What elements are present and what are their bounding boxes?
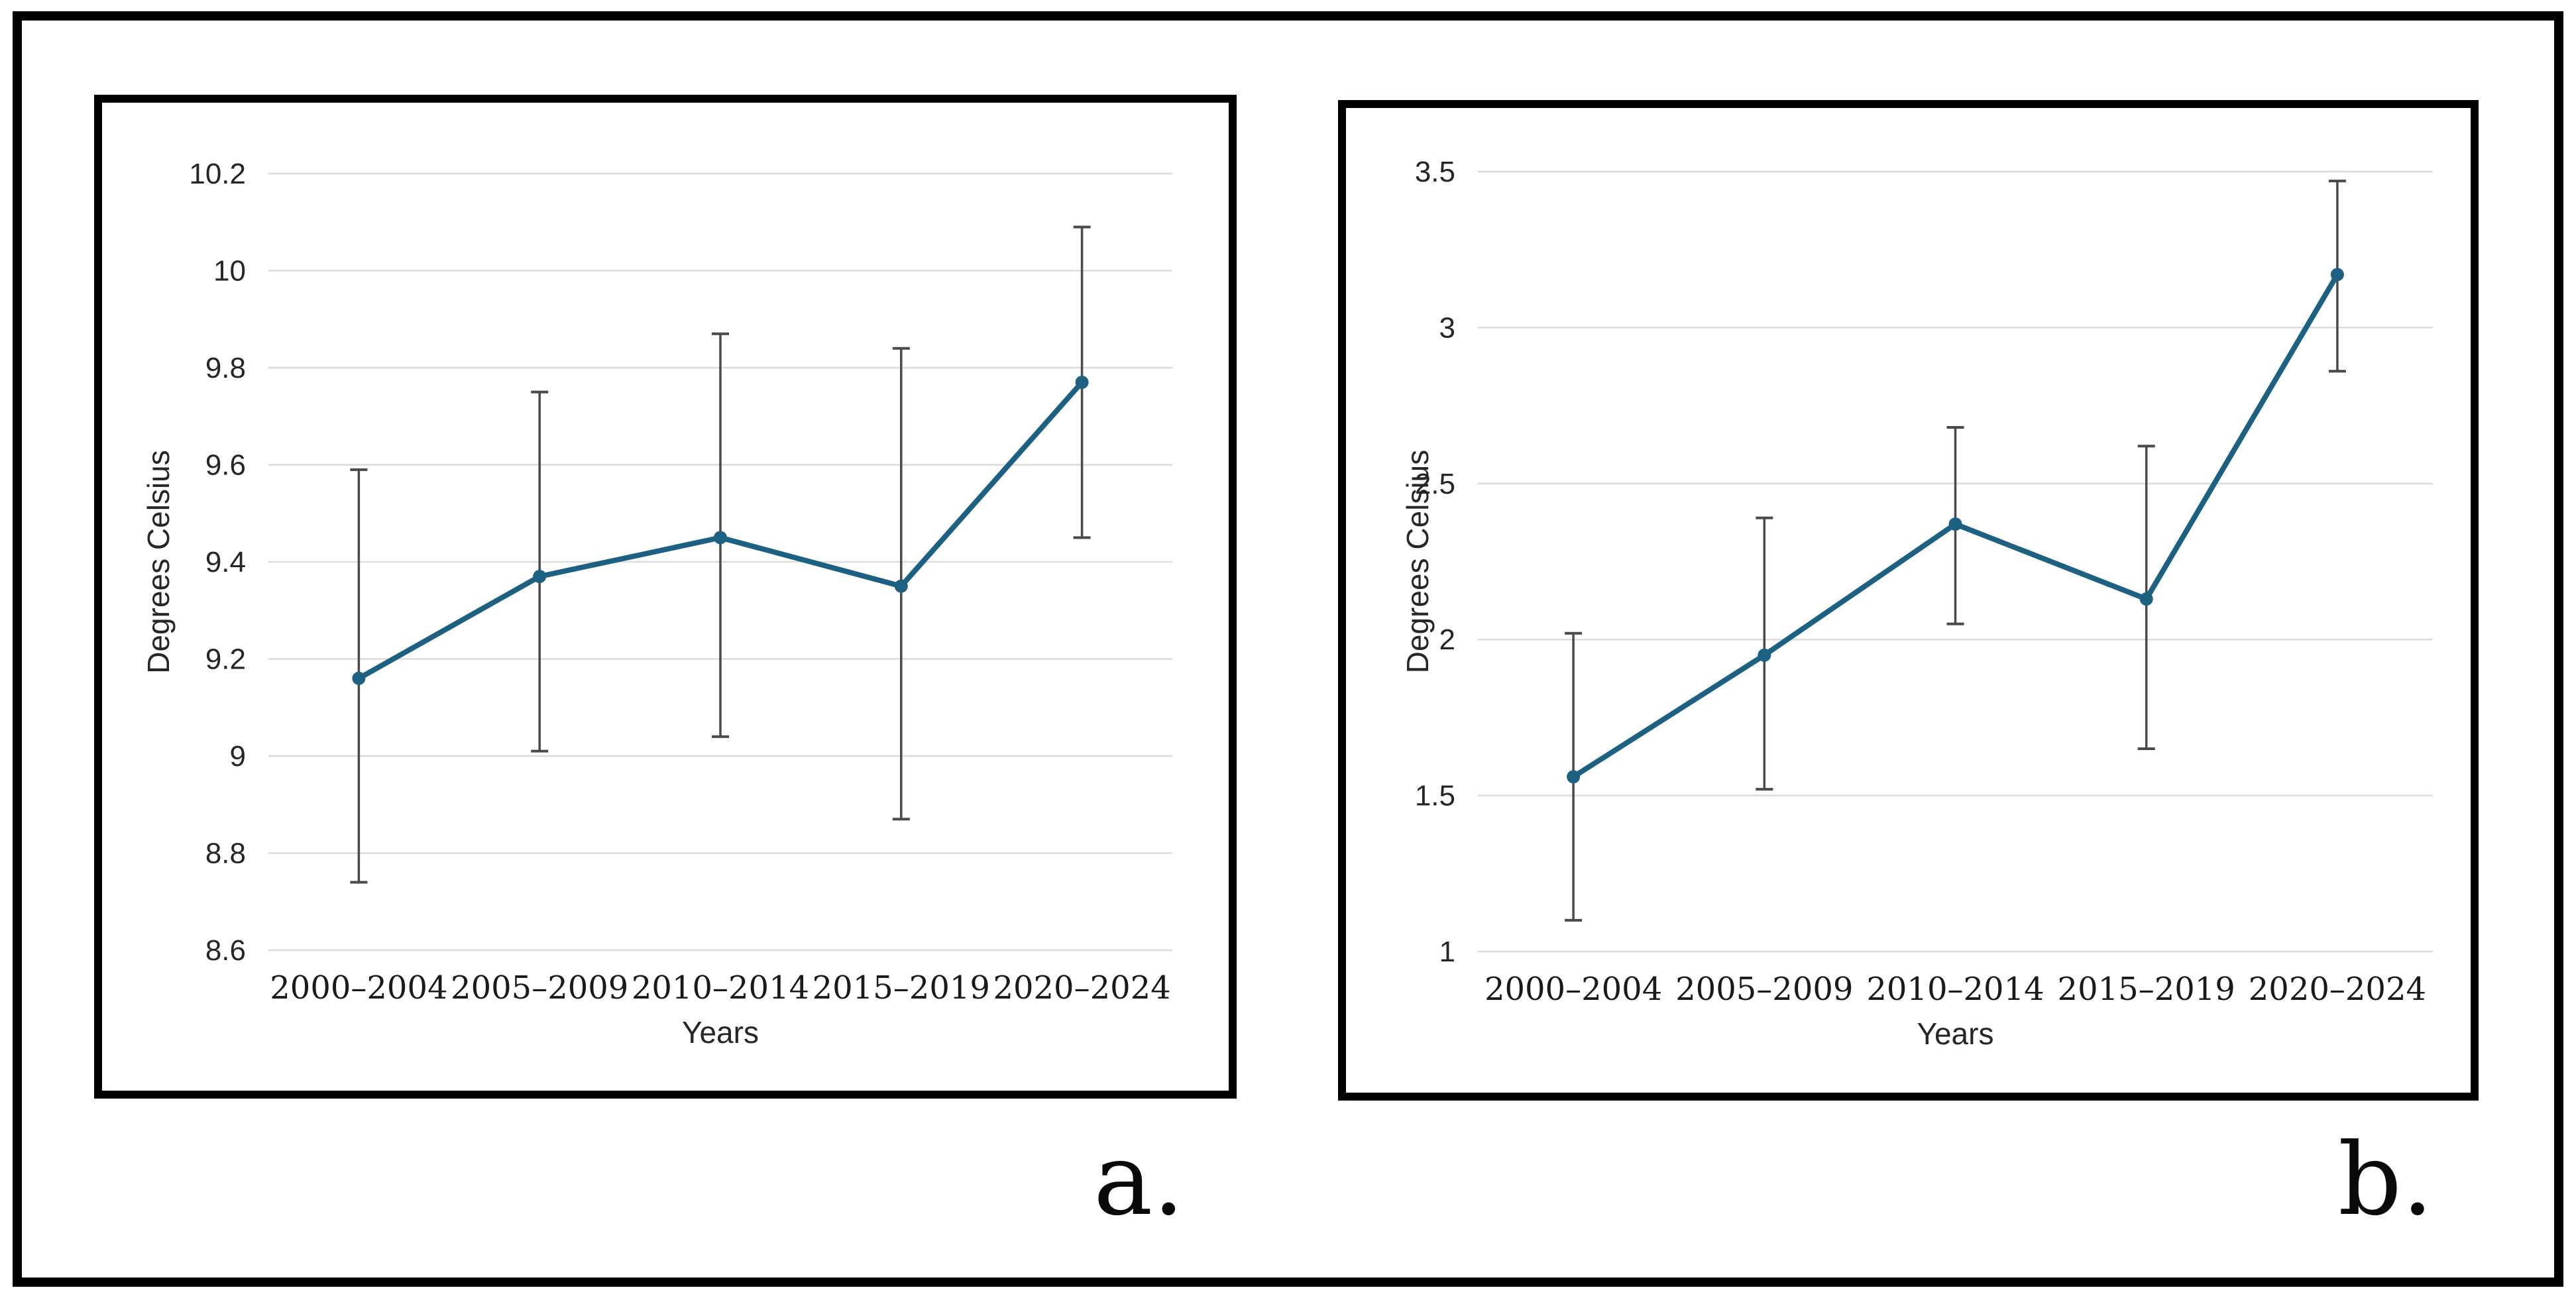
y-tick-label: 9.2 xyxy=(205,643,246,676)
y-axis-title: Degrees Celsius xyxy=(1400,450,1435,673)
y-tick-label: 1.5 xyxy=(1415,780,1455,812)
x-axis-title: Years xyxy=(682,1015,759,1050)
x-tick-label: 2000–2004 xyxy=(270,969,447,1006)
x-tick-label: 2015–2019 xyxy=(812,969,990,1006)
data-point-marker xyxy=(2139,592,2153,606)
x-tick-label: 2005–2009 xyxy=(451,969,628,1006)
x-tick-label: 2020–2024 xyxy=(993,969,1170,1006)
y-tick-label: 3.5 xyxy=(1415,156,1455,188)
x-tick-label: 2000–2004 xyxy=(1484,971,1662,1008)
x-tick-label: 2005–2009 xyxy=(1675,971,1853,1008)
y-tick-label: 9.8 xyxy=(205,352,246,384)
data-point-marker xyxy=(352,671,366,685)
data-point-marker xyxy=(1567,770,1581,784)
panel-label-a: a. xyxy=(1093,1122,1185,1238)
chart-panel-a: 10.2 10 9.8 9.6 9.4 9.2 9 8.8 8.6 2000–2004 2005–2… xyxy=(94,95,1237,1099)
x-tick-label: 2015–2019 xyxy=(2058,971,2235,1008)
line-chart-b: 3.5 3 2.5 2 1.5 1 2000–2004 2005–2009 2010–2014 2… xyxy=(1400,156,2433,1051)
y-tick-label: 2.5 xyxy=(1415,468,1455,500)
data-point-marker xyxy=(533,569,547,583)
x-tick-label: 2020–2024 xyxy=(2249,971,2426,1008)
y-tick-label: 3 xyxy=(1439,311,1455,344)
y-tick-label: 9.4 xyxy=(205,546,246,578)
data-point-marker xyxy=(2330,268,2344,282)
figure-outer-border xyxy=(13,11,2563,1287)
y-tick-label: 1 xyxy=(1439,936,1455,968)
x-tick-label: 2010–2014 xyxy=(1866,971,2044,1008)
chart-panel-b: 3.5 3 2.5 2 1.5 1 2000–2004 2005–2009 2010–2014 2… xyxy=(1338,100,2479,1101)
y-tick-label: 9 xyxy=(230,740,246,773)
data-point-marker xyxy=(1948,517,1962,531)
y-axis-title: Degrees Celsius xyxy=(141,450,176,673)
y-tick-label: 10.2 xyxy=(189,158,246,190)
line-chart-a: 10.2 10 9.8 9.6 9.4 9.2 9 8.8 8.6 2000–2004 2005–2… xyxy=(141,158,1172,1050)
y-tick-label: 10 xyxy=(213,255,246,288)
data-point-marker xyxy=(1758,648,1771,662)
y-tick-label: 8.6 xyxy=(205,934,246,967)
y-tick-label: 9.6 xyxy=(205,449,246,482)
x-tick-label: 2010–2014 xyxy=(632,969,809,1006)
y-tick-label: 2 xyxy=(1439,624,1455,656)
panel-label-b: b. xyxy=(2338,1122,2434,1238)
data-point-marker xyxy=(1075,375,1089,389)
data-point-marker xyxy=(894,579,908,593)
y-tick-label: 8.8 xyxy=(205,838,246,870)
data-point-marker xyxy=(714,531,727,545)
x-axis-title: Years xyxy=(1917,1016,1994,1051)
